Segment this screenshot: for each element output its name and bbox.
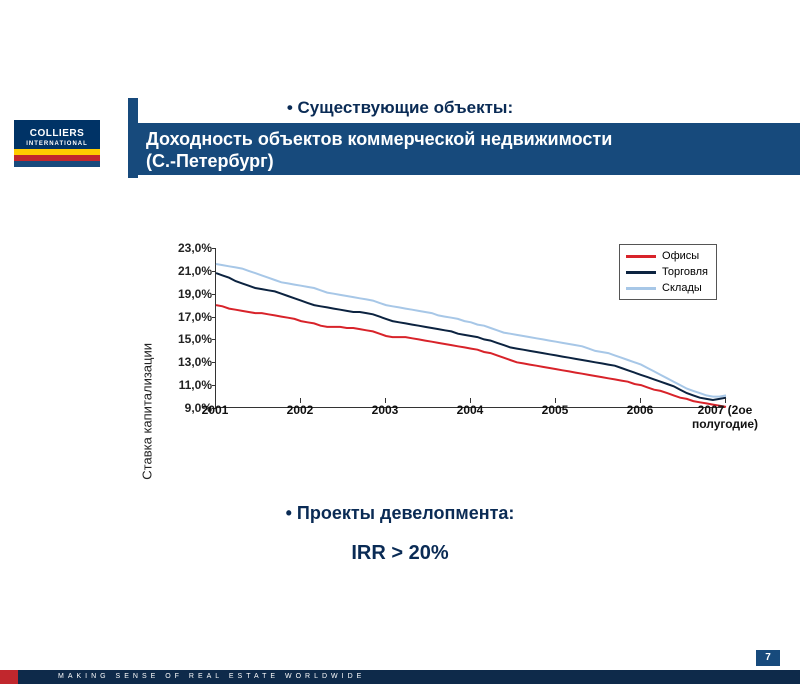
slide-footer: MAKING SENSE OF REAL ESTATE WORLDWIDE xyxy=(0,670,800,684)
legend-swatch xyxy=(626,255,656,258)
plot-area: ОфисыТорговляСклады 9,0%11,0%13,0%15,0%1… xyxy=(215,248,725,408)
legend-swatch xyxy=(626,287,656,290)
title-line-1: Доходность объектов коммерческой недвижи… xyxy=(146,129,612,149)
development-section: • Проекты девелопмента: IRR > 20% xyxy=(0,503,800,565)
x-tick-label: 2002 xyxy=(255,403,345,417)
logo-brand: COLLIERS xyxy=(30,128,85,139)
legend-label: Склады xyxy=(662,282,702,294)
logo-stripes xyxy=(14,149,100,167)
x-tick-label: 2005 xyxy=(510,403,600,417)
title-line-2: (С.-Петербург) xyxy=(146,151,274,171)
y-tick-mark xyxy=(212,317,216,318)
y-tick-label: 19,0% xyxy=(168,287,212,301)
legend-swatch xyxy=(626,271,656,274)
logo-sub: INTERNATIONAL xyxy=(16,141,98,147)
slide-header: Доходность объектов коммерческой недвижи… xyxy=(0,123,800,175)
x-tick-label: 2006 xyxy=(595,403,685,417)
y-tick-mark xyxy=(212,385,216,386)
dev-heading: • Проекты девелопмента: xyxy=(0,503,800,524)
page-number: 7 xyxy=(756,650,780,666)
y-axis-label: Ставка капитализации xyxy=(140,343,155,480)
legend-item: Склады xyxy=(626,280,708,296)
x-tick-label: 2003 xyxy=(340,403,430,417)
x-tick-mark xyxy=(555,398,556,403)
y-tick-label: 23,0% xyxy=(168,241,212,255)
dev-value: IRR > 20% xyxy=(0,542,800,565)
logo-stripe-2 xyxy=(14,161,100,167)
series-line xyxy=(216,305,726,407)
y-tick-mark xyxy=(212,271,216,272)
y-tick-label: 11,0% xyxy=(168,378,212,392)
legend-item: Офисы xyxy=(626,248,708,264)
legend-item: Торговля xyxy=(626,264,708,280)
x-tick-label: 2004 xyxy=(425,403,515,417)
legend-label: Торговля xyxy=(662,266,708,278)
chart-legend: Офисы Торговля Склады xyxy=(619,244,717,300)
x-tick-mark xyxy=(385,398,386,403)
y-tick-mark xyxy=(212,339,216,340)
cap-rate-chart: Ставка капитализации ОфисыТорговляСклады… xyxy=(155,238,745,448)
y-tick-mark xyxy=(212,294,216,295)
x-tick-label: 2007 (2ое полугодие) xyxy=(680,403,770,431)
footer-tagline: MAKING SENSE OF REAL ESTATE WORLDWIDE xyxy=(18,670,800,684)
x-tick-label: 2001 xyxy=(170,403,260,417)
y-tick-label: 17,0% xyxy=(168,310,212,324)
legend-label: Офисы xyxy=(662,250,699,262)
x-tick-mark xyxy=(725,398,726,403)
y-tick-label: 21,0% xyxy=(168,264,212,278)
x-tick-mark xyxy=(640,398,641,403)
y-tick-mark xyxy=(212,248,216,249)
footer-red-block xyxy=(0,670,18,684)
existing-objects-heading: • Существующие объекты: xyxy=(0,98,800,118)
colliers-logo: COLLIERS INTERNATIONAL xyxy=(14,120,100,167)
slide-title: Доходность объектов коммерческой недвижи… xyxy=(128,123,800,175)
y-tick-label: 15,0% xyxy=(168,332,212,346)
y-tick-mark xyxy=(212,362,216,363)
x-tick-mark xyxy=(300,398,301,403)
y-tick-label: 13,0% xyxy=(168,355,212,369)
x-tick-mark xyxy=(215,398,216,403)
x-tick-mark xyxy=(470,398,471,403)
